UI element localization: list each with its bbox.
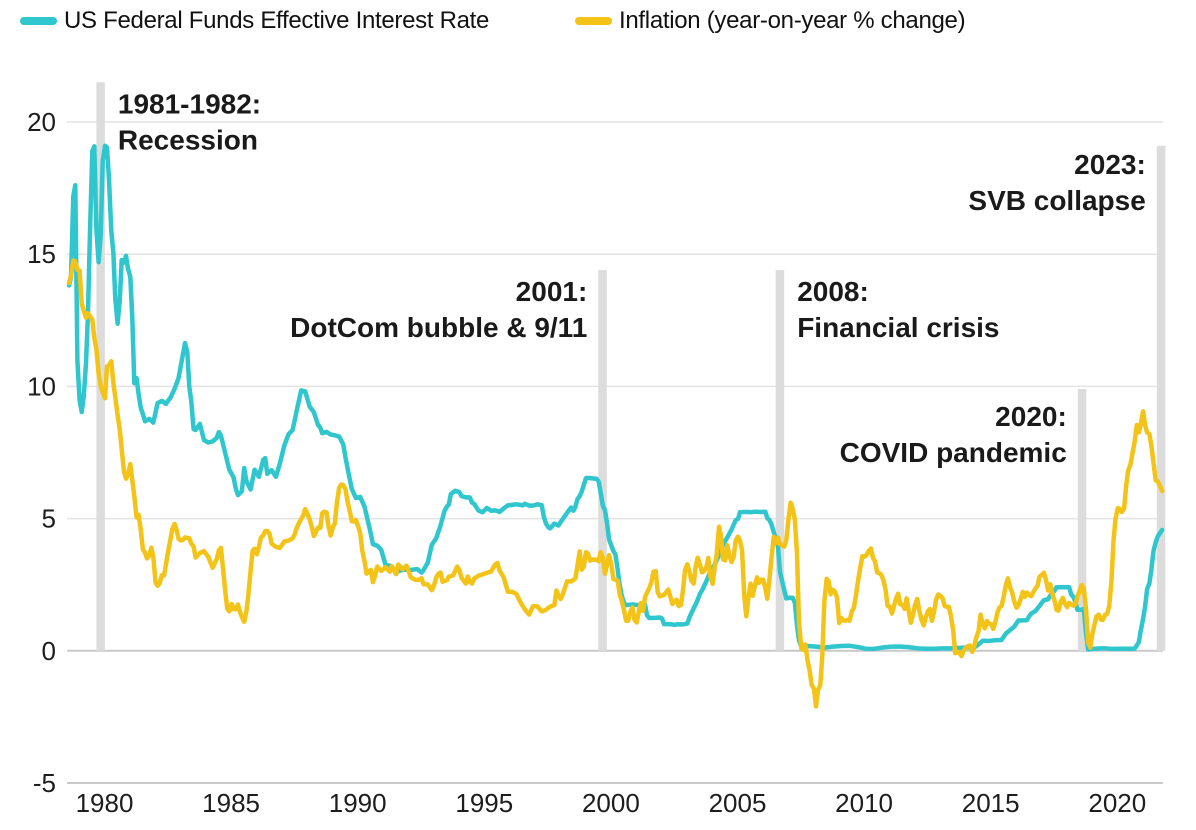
y-tick-label: -5: [33, 768, 56, 798]
annotation-dotcom-2001-line2: DotCom bubble & 9/11: [290, 312, 587, 343]
event-bar-svb-2023: [1156, 145, 1166, 651]
legend-item-fed-funds: US Federal Funds Effective Interest Rate: [20, 4, 489, 38]
x-tick-label: 2005: [709, 788, 767, 818]
annotation-covid-2020-line2: COVID pandemic: [840, 437, 1067, 468]
x-tick-label: 1995: [455, 788, 513, 818]
event-bar-dotcom-2001: [598, 270, 607, 651]
x-tick-label: 1990: [329, 788, 387, 818]
annotation-dotcom-2001-line1: 2001:: [516, 276, 588, 307]
y-tick-label: 5: [42, 504, 56, 534]
x-tick-label: 2010: [835, 788, 893, 818]
annotation-recession-1981-line1: 1981-1982:: [118, 88, 261, 119]
inflation-line: [66, 258, 1165, 709]
annotation-svb-2023-line2: SVB collapse: [968, 185, 1145, 216]
annotation-svb-2023-line1: 2023:: [1074, 149, 1146, 180]
y-tick-label: 20: [27, 107, 56, 137]
event-bar-financial-2008: [775, 270, 785, 651]
x-tick-label: 2020: [1088, 788, 1146, 818]
x-tick-label: 1980: [76, 788, 134, 818]
x-tick-label: 2015: [962, 788, 1020, 818]
y-tick-label: 10: [27, 371, 56, 401]
y-tick-label: 15: [27, 239, 56, 269]
legend-item-inflation: Inflation (year-on-year % change): [575, 4, 966, 38]
y-tick-label: 0: [42, 636, 56, 666]
event-bar-recession-1981: [96, 82, 105, 651]
annotation-financial-2008-line1: 2008:: [797, 276, 869, 307]
annotation-recession-1981-line2: Recession: [118, 124, 258, 155]
event-bar-covid-2020: [1077, 389, 1087, 651]
chart-legend: US Federal Funds Effective Interest Rate…: [0, 4, 1196, 38]
x-tick-label: 1985: [202, 788, 260, 818]
legend-label-inflation: Inflation (year-on-year % change): [619, 7, 966, 34]
fed-funds-swatch-icon: [20, 17, 57, 25]
x-tick-label: 2000: [582, 788, 640, 818]
legend-label-fed-funds: US Federal Funds Effective Interest Rate: [64, 7, 490, 34]
annotation-financial-2008-line2: Financial crisis: [797, 312, 999, 343]
fed-funds-line: [66, 143, 1165, 652]
inflation-swatch-icon: [575, 17, 612, 25]
annotation-covid-2020-line1: 2020:: [995, 401, 1067, 432]
